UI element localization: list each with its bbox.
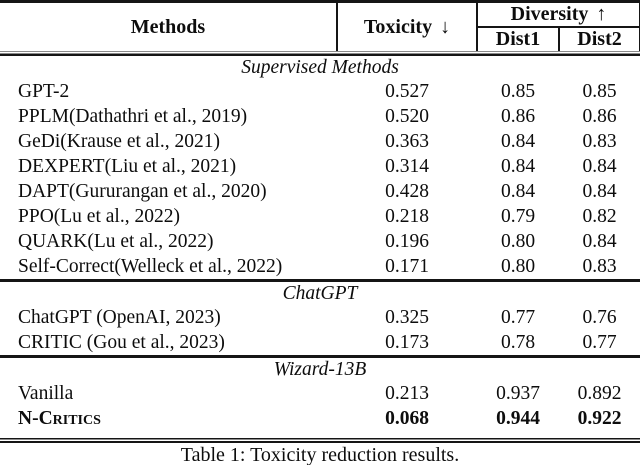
- method-cell: PPLM(Dathathri et al., 2019): [18, 105, 248, 127]
- dist1-cell: 0.80: [500, 255, 536, 277]
- dist2-cell: 0.82: [582, 205, 617, 227]
- table-header: Methods Toxicity ↓ Diversity ↑ Dist1 Dist2: [0, 1, 640, 51]
- toxicity-cell: 0.173: [385, 331, 429, 353]
- table-row: CRITIC (Gou et al., 2023) 0.173 0.78 0.77: [0, 330, 640, 355]
- toxicity-label: Toxicity: [363, 15, 433, 38]
- dist1-cell: 0.79: [500, 205, 536, 227]
- table-row: ChatGPT (OpenAI, 2023) 0.325 0.77 0.76: [0, 305, 640, 330]
- table-row: GPT-2 0.527 0.85 0.85: [0, 79, 640, 104]
- col-header-methods: Methods: [0, 1, 338, 51]
- col-header-dist1: Dist1: [477, 27, 560, 51]
- spacer: [0, 431, 640, 438]
- col-header-dist2: Dist2: [559, 27, 640, 51]
- toxicity-cell: 0.196: [385, 230, 429, 252]
- table-row: N-Critics 0.068 0.944 0.922: [0, 406, 640, 431]
- col-header-diversity: Diversity ↑: [477, 1, 640, 28]
- dist1-cell: 0.80: [500, 230, 536, 252]
- toxicity-cell: 0.314: [385, 155, 429, 177]
- dist2-cell: 0.77: [582, 331, 617, 353]
- header-double-rule: [0, 51, 640, 56]
- dist1-cell: 0.84: [500, 155, 536, 177]
- method-cell: QUARK(Lu et al., 2022): [18, 230, 214, 252]
- dist1-cell: 0.86: [500, 105, 536, 127]
- toxicity-cell: 0.520: [385, 105, 429, 127]
- dist1-cell: 0.77: [500, 306, 536, 328]
- dist2-cell: 0.83: [582, 130, 617, 152]
- dist1-cell: 0.85: [500, 80, 536, 102]
- section-divider-rule: [0, 279, 640, 282]
- method-cell: GeDi(Krause et al., 2021): [18, 130, 220, 152]
- dist2-cell: 0.86: [582, 105, 617, 127]
- dist1-cell: 0.937: [496, 382, 540, 404]
- table-row: PPO(Lu et al., 2022) 0.218 0.79 0.82: [0, 204, 640, 229]
- method-cell: Vanilla: [18, 382, 74, 404]
- dist2-cell: 0.85: [582, 80, 617, 102]
- dist1-cell: 0.944: [496, 407, 540, 429]
- dist2-cell: 0.83: [582, 255, 617, 277]
- section-label: Supervised Methods: [241, 56, 399, 78]
- section-divider-rule: [0, 355, 640, 358]
- method-cell: PPO(Lu et al., 2022): [18, 205, 180, 227]
- section-header-row: ChatGPT: [0, 282, 640, 305]
- up-arrow-icon: ↑: [596, 3, 607, 25]
- table-row: PPLM(Dathathri et al., 2019) 0.520 0.86 0.8…: [0, 104, 640, 129]
- dist2-cell: 0.84: [582, 180, 617, 202]
- table-row: QUARK(Lu et al., 2022) 0.196 0.80 0.84: [0, 229, 640, 254]
- method-cell: GPT-2: [18, 80, 70, 102]
- dist2-cell: 0.922: [577, 407, 622, 429]
- table-body: Supervised Methods GPT-2 0.527 0.85 0.85 PPLM…: [0, 51, 640, 431]
- bottom-rule: [0, 438, 640, 443]
- section-header-row: Supervised Methods: [0, 56, 640, 79]
- dist2-cell: 0.76: [582, 306, 617, 328]
- dist2-cell: 0.84: [582, 155, 617, 177]
- table-row: Self-Correct(Welleck et al., 2022) 0.171 0…: [0, 254, 640, 279]
- dist1-cell: 0.78: [500, 331, 536, 353]
- table-row: DEXPERT(Liu et al., 2021) 0.314 0.84 0.84: [0, 154, 640, 179]
- toxicity-cell: 0.527: [385, 80, 429, 102]
- table-caption: Table 1: Toxicity reduction results.: [180, 444, 460, 465]
- toxicity-cell: 0.068: [385, 407, 429, 429]
- col-header-toxicity: Toxicity ↓: [337, 1, 478, 51]
- table-row: GeDi(Krause et al., 2021) 0.363 0.84 0.83: [0, 129, 640, 154]
- toxicity-cell: 0.171: [385, 255, 429, 277]
- dist2-cell: 0.892: [577, 382, 622, 404]
- toxicity-cell: 0.363: [385, 130, 429, 152]
- table-row: DAPT(Gururangan et al., 2020) 0.428 0.84 0.…: [0, 179, 640, 204]
- method-cell: DAPT(Gururangan et al., 2020): [18, 180, 267, 202]
- toxicity-cell: 0.218: [385, 205, 429, 227]
- down-arrow-icon: ↓: [440, 15, 451, 38]
- toxicity-cell: 0.325: [385, 306, 429, 328]
- diversity-label: Diversity: [510, 3, 589, 25]
- method-cell: CRITIC (Gou et al., 2023): [18, 331, 225, 353]
- dist2-cell: 0.84: [582, 230, 617, 252]
- section-header-row: Wizard-13B: [0, 358, 640, 381]
- toxicity-cell: 0.428: [385, 180, 429, 202]
- method-cell: DEXPERT(Liu et al., 2021): [18, 155, 237, 177]
- table-row: Vanilla 0.213 0.937 0.892: [0, 381, 640, 406]
- results-table: Methods Toxicity ↓ Diversity ↑ Dist1 Dist2…: [0, 0, 640, 431]
- section-label: ChatGPT: [282, 282, 358, 304]
- method-cell: ChatGPT (OpenAI, 2023): [18, 306, 221, 328]
- toxicity-cell: 0.213: [385, 382, 429, 404]
- dist1-cell: 0.84: [500, 180, 536, 202]
- method-cell: Self-Correct(Welleck et al., 2022): [18, 255, 283, 277]
- method-cell: N-Critics: [18, 407, 101, 429]
- dist1-cell: 0.84: [500, 130, 536, 152]
- section-label: Wizard-13B: [273, 358, 367, 380]
